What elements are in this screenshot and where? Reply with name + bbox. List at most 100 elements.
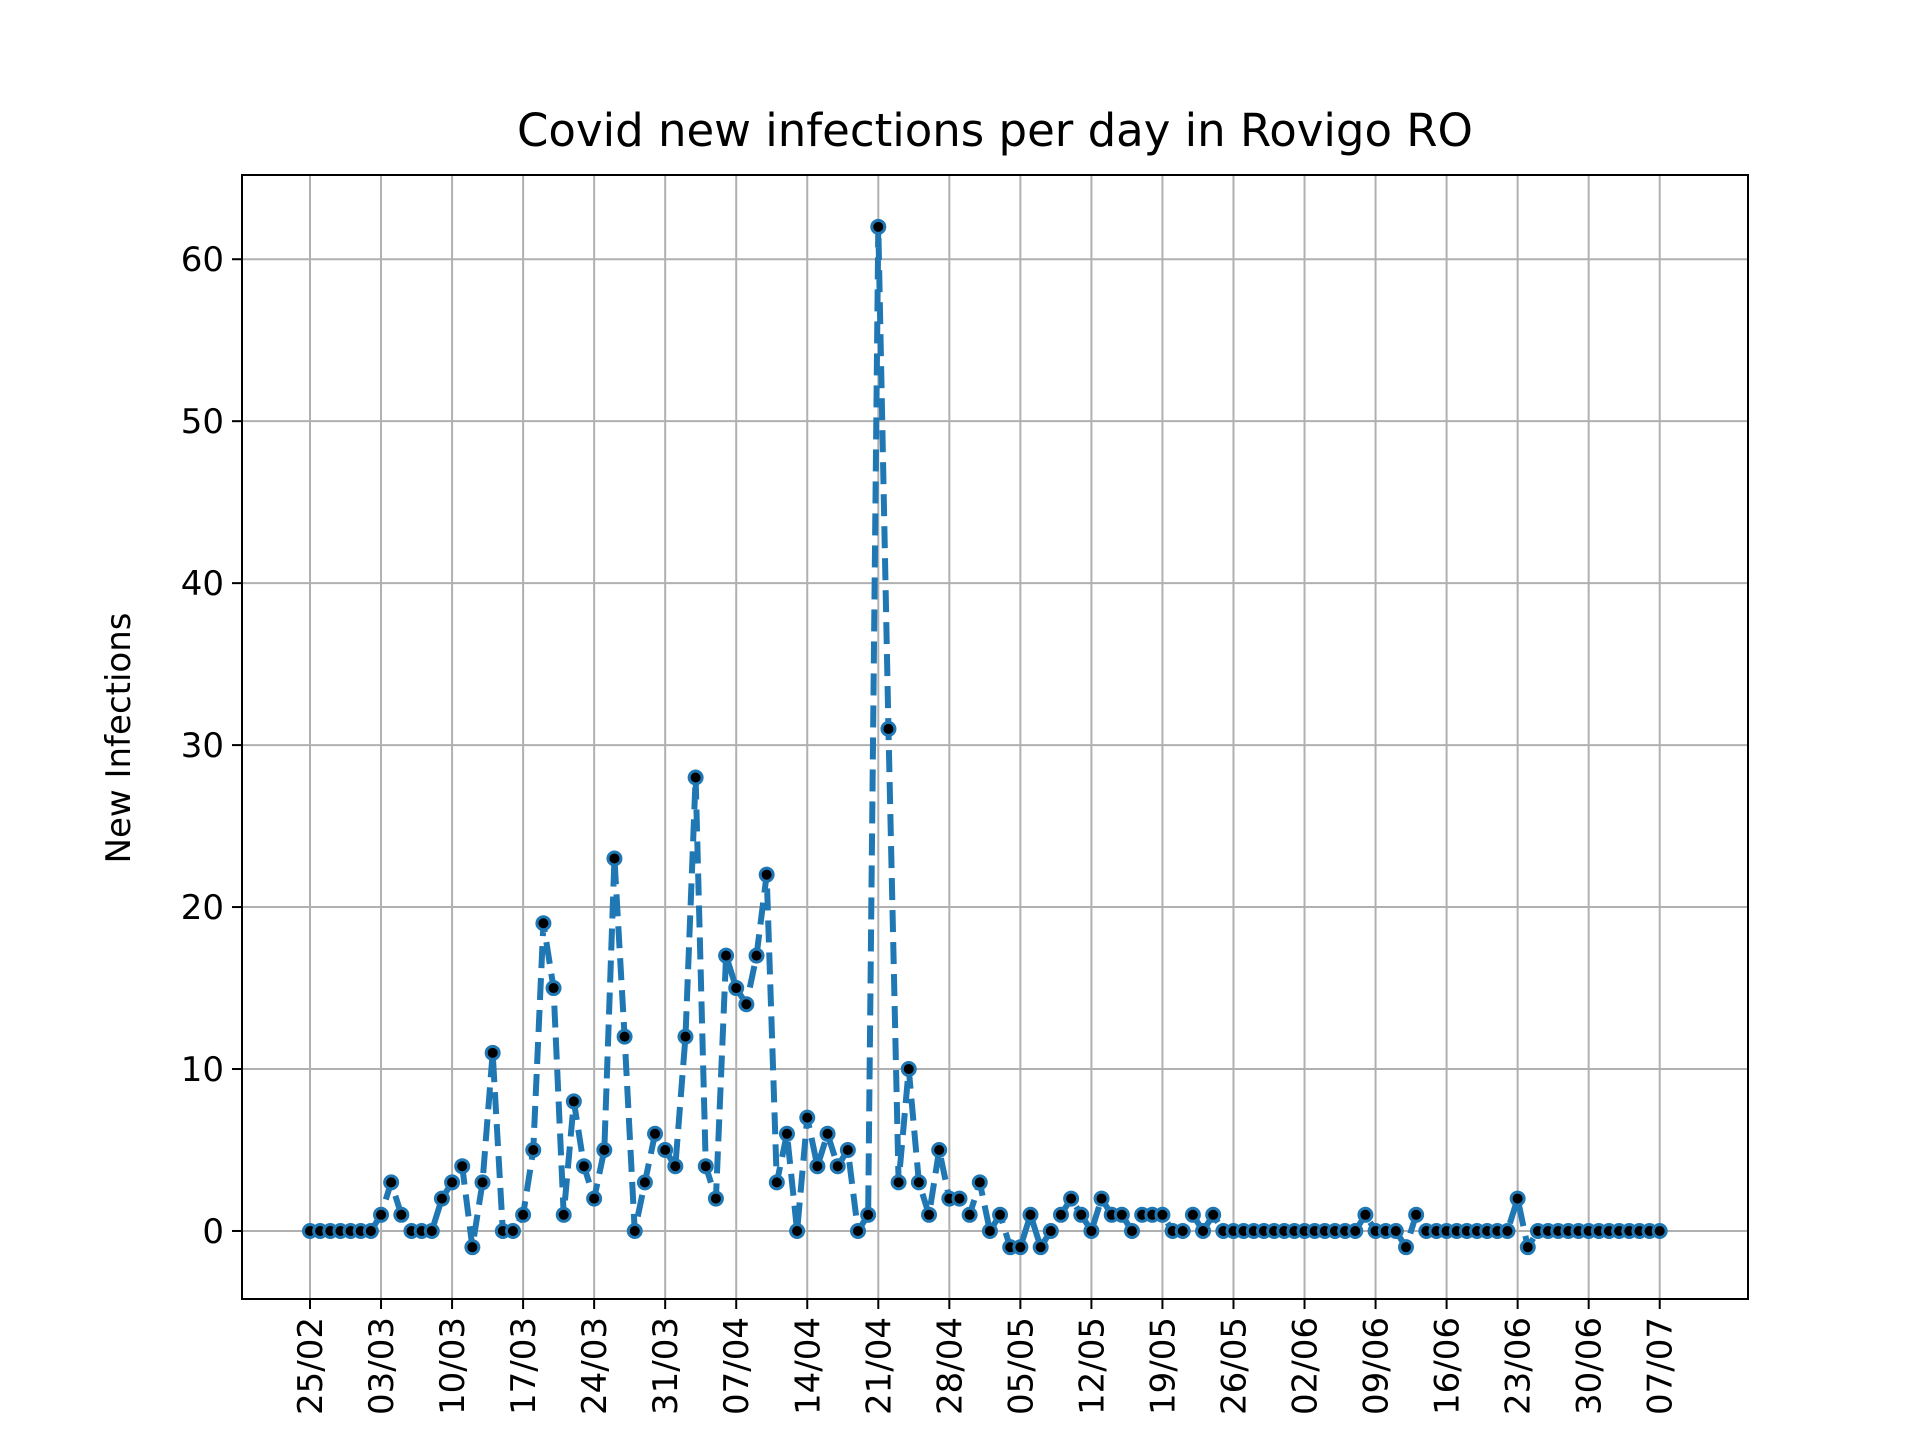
data-point: [464, 1239, 481, 1256]
data-point: [504, 1222, 521, 1239]
data-point: [1357, 1206, 1374, 1223]
data-point: [728, 980, 745, 997]
x-tick-label: 23/06: [1499, 1317, 1539, 1415]
data-point: [1205, 1206, 1222, 1223]
tick-layer: 0 10 20 30 40 50 60 25/02 03/03 10/03 17/03 24/03 31…: [181, 240, 1681, 1415]
data-point: [484, 1044, 501, 1061]
data-point: [586, 1190, 603, 1207]
data-point: [890, 1174, 907, 1191]
data-point: [900, 1061, 917, 1078]
series-layer: [301, 218, 1668, 1256]
data-point: [433, 1190, 450, 1207]
data-point: [992, 1206, 1009, 1223]
data-point: [951, 1190, 968, 1207]
data-point: [1387, 1222, 1404, 1239]
data-point: [748, 947, 765, 964]
data-point: [921, 1206, 938, 1223]
data-point: [758, 866, 775, 883]
data-point: [606, 850, 623, 867]
x-tick-label: 09/06: [1357, 1317, 1397, 1415]
y-tick-label: 60: [181, 240, 224, 280]
data-point: [444, 1174, 461, 1191]
data-point: [423, 1222, 440, 1239]
data-point: [931, 1141, 948, 1158]
data-point: [373, 1206, 390, 1223]
x-tick-label: 07/07: [1641, 1317, 1681, 1415]
data-point: [1052, 1206, 1069, 1223]
x-tick-label: 31/03: [646, 1317, 686, 1415]
data-point: [565, 1093, 582, 1110]
data-point: [677, 1028, 694, 1045]
series-line: [309, 223, 1660, 1251]
data-point: [647, 1125, 664, 1142]
data-point: [362, 1222, 379, 1239]
data-point: [1651, 1222, 1668, 1239]
data-point: [1184, 1206, 1201, 1223]
x-tick-label: 21/04: [859, 1317, 899, 1415]
y-tick-label: 40: [181, 564, 224, 604]
data-point: [971, 1174, 988, 1191]
x-tick-label: 26/05: [1214, 1317, 1254, 1415]
data-point: [1509, 1190, 1526, 1207]
x-tick-label: 05/05: [1001, 1317, 1041, 1415]
x-tick-label: 12/05: [1072, 1317, 1112, 1415]
data-point: [575, 1158, 592, 1175]
x-tick-label: 14/04: [788, 1317, 828, 1415]
data-point: [829, 1158, 846, 1175]
x-tick-label: 10/03: [433, 1317, 473, 1415]
x-tick-label: 24/03: [575, 1317, 615, 1415]
y-tick-label: 20: [181, 888, 224, 928]
x-tick-label: 28/04: [930, 1317, 970, 1415]
data-point: [910, 1174, 927, 1191]
data-point: [849, 1222, 866, 1239]
data-point: [1195, 1222, 1212, 1239]
data-point: [768, 1174, 785, 1191]
data-point: [535, 915, 552, 932]
data-point: [626, 1222, 643, 1239]
data-point: [545, 980, 562, 997]
data-point: [1022, 1206, 1039, 1223]
data-point: [1174, 1222, 1191, 1239]
data-point: [636, 1174, 653, 1191]
data-point: [809, 1158, 826, 1175]
data-point: [1083, 1222, 1100, 1239]
data-point: [474, 1174, 491, 1191]
data-point: [870, 218, 887, 235]
data-point: [1154, 1206, 1171, 1223]
chart-title: Covid new infections per day in Rovigo R…: [517, 104, 1473, 157]
data-point: [383, 1174, 400, 1191]
data-point: [1063, 1190, 1080, 1207]
y-tick-label: 10: [181, 1050, 224, 1090]
x-tick-label: 30/06: [1570, 1317, 1610, 1415]
data-point: [1408, 1206, 1425, 1223]
data-point: [707, 1190, 724, 1207]
data-point: [1398, 1239, 1415, 1256]
data-point: [860, 1206, 877, 1223]
data-point: [799, 1109, 816, 1126]
x-tick-label: 17/03: [504, 1317, 544, 1415]
data-point: [1073, 1206, 1090, 1223]
x-tick-label: 03/03: [362, 1317, 402, 1415]
data-point: [667, 1158, 684, 1175]
data-point: [393, 1206, 410, 1223]
data-point: [1032, 1239, 1049, 1256]
data-point: [657, 1141, 674, 1158]
data-point: [697, 1158, 714, 1175]
y-axis-label: New Infections: [99, 613, 139, 864]
data-point: [515, 1206, 532, 1223]
data-point: [1124, 1222, 1141, 1239]
y-tick-label: 50: [181, 402, 224, 442]
data-point: [819, 1125, 836, 1142]
x-tick-label: 16/06: [1428, 1317, 1468, 1415]
data-point: [718, 947, 735, 964]
x-tick-label: 19/05: [1143, 1317, 1183, 1415]
data-point: [596, 1141, 613, 1158]
data-point: [789, 1222, 806, 1239]
data-point: [1042, 1222, 1059, 1239]
data-point: [454, 1158, 471, 1175]
data-point: [1347, 1222, 1364, 1239]
data-point: [981, 1222, 998, 1239]
data-point: [1519, 1239, 1536, 1256]
data-point: [1499, 1222, 1516, 1239]
